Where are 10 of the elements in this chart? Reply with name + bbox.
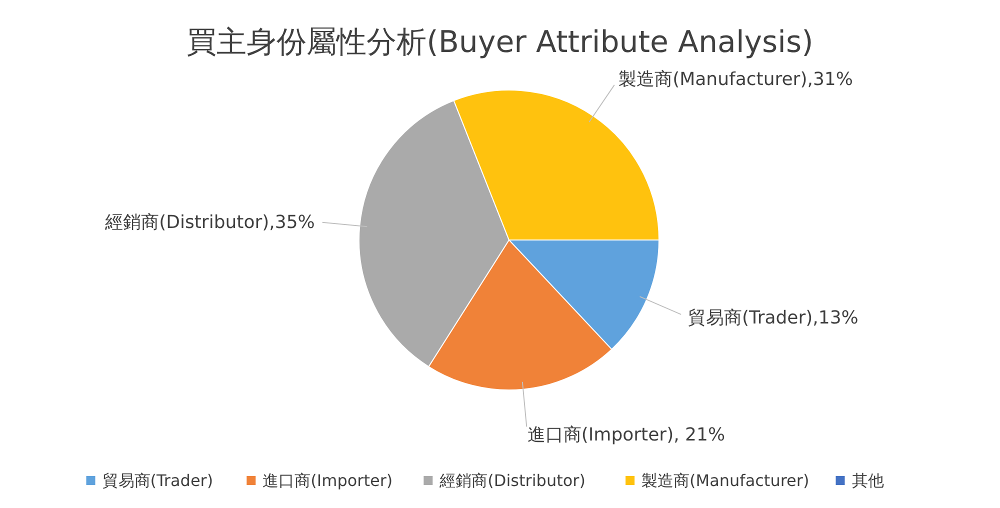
legend-label: 經銷商(Distributor) [438,471,586,490]
data-label: 進口商(Importer), 21% [527,424,726,446]
data-label: 經銷商(Distributor),35% [104,212,315,233]
legend-label: 其他 [852,471,884,490]
chart-title: 買主身份屬性分析(Buyer Attribute Analysis) [186,25,814,60]
legend-label: 貿易商(Trader) [102,471,214,490]
data-label: 貿易商(Trader),13% [688,308,858,329]
data-label: 製造商(Manufacturer),31% [618,69,853,90]
legend-label: 製造商(Manufacturer) [642,471,810,490]
legend-label: 進口商(Importer) [262,471,393,490]
